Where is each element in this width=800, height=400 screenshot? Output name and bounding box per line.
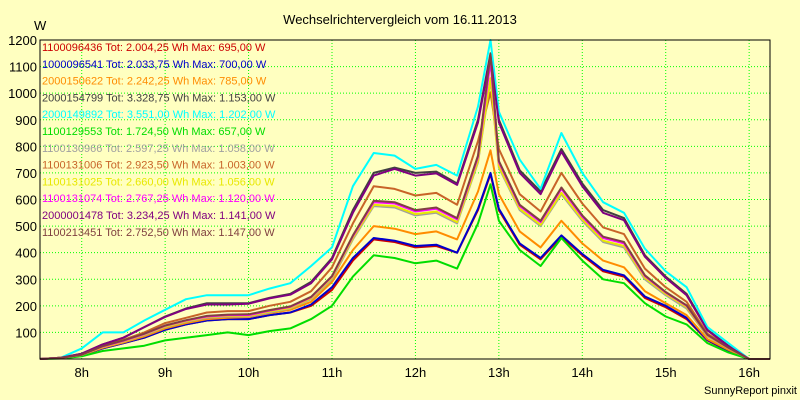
y-tick-label: 300 bbox=[15, 272, 37, 287]
legend-entry-8: 1100131006 Tot: 2.923,50 Wh Max: 1.003,0… bbox=[42, 160, 275, 172]
legend-entry-7: 1100130966 Tot: 2.597,25 Wh Max: 1.058,0… bbox=[42, 143, 275, 155]
y-tick-label: 100 bbox=[15, 325, 37, 340]
series-line-2 bbox=[39, 171, 770, 360]
x-tick-label: 14h bbox=[571, 365, 593, 380]
series-line-6 bbox=[39, 183, 770, 360]
legend-entry-1: 1100096436 Tot: 2.004,25 Wh Max: 695,00 … bbox=[42, 42, 266, 54]
series-line-11 bbox=[39, 54, 770, 360]
x-tick-label: 10h bbox=[238, 365, 260, 380]
legend: 1100096436 Tot: 2.004,25 Wh Max: 695,00 … bbox=[42, 42, 276, 239]
y-tick-label: 600 bbox=[15, 193, 37, 208]
y-tick-label: 800 bbox=[15, 139, 37, 154]
series-line-12 bbox=[39, 53, 770, 360]
series-line-5 bbox=[39, 39, 770, 360]
y-tick-label: 400 bbox=[15, 246, 37, 261]
grid bbox=[40, 39, 770, 359]
chart-title: Wechselrichtervergleich vom 16.11.2013 bbox=[283, 12, 517, 27]
legend-entry-4: 2000154799 Tot: 3.328,75 Wh Max: 1.153,0… bbox=[42, 92, 276, 104]
y-tick-label: 700 bbox=[15, 166, 37, 181]
y-tick-label: 1000 bbox=[8, 86, 37, 101]
legend-entry-10: 1100131074 Tot: 2.767,25 Wh Max: 1.120,0… bbox=[42, 193, 275, 205]
legend-entry-11: 2000001478 Tot: 3.234,25 Wh Max: 1.141,0… bbox=[42, 210, 276, 222]
y-tick-label: 200 bbox=[15, 299, 37, 314]
y-tick-label: 900 bbox=[15, 113, 37, 128]
x-tick-label: 13h bbox=[488, 365, 510, 380]
x-tick-label: 11h bbox=[322, 365, 343, 380]
x-tick-label: 8h bbox=[74, 365, 88, 380]
legend-entry-5: 2000149892 Tot: 3.551,00 Wh Max: 1.202,0… bbox=[42, 109, 276, 121]
x-tick-label: 16h bbox=[738, 365, 760, 380]
footer-credit: SunnyReport pinxit bbox=[704, 385, 797, 397]
legend-entry-3: 2000150622 Tot: 2.242,25 Wh Max: 785,00 … bbox=[42, 76, 267, 88]
y-tick-label: 500 bbox=[15, 219, 37, 234]
y-axis-ticks: 100 200 300 400 500 600 700 800 900 1000 1100 1200 bbox=[8, 33, 37, 340]
x-axis-ticks: 8h 9h 10h 11h 12h 13h 14h 15h 16h bbox=[74, 365, 760, 380]
y-tick-label: 1200 bbox=[8, 33, 37, 48]
x-tick-label: 15h bbox=[655, 365, 677, 380]
legend-entry-6: 1100129553 Tot: 1.724,50 Wh Max: 657,00 … bbox=[42, 126, 266, 138]
y-axis-unit-label: W bbox=[34, 18, 47, 33]
legend-entry-12: 1100213451 Tot: 2.752,50 Wh Max: 1.147,0… bbox=[42, 227, 275, 239]
series-lines bbox=[39, 39, 770, 360]
legend-entry-9: 1100131025 Tot: 2.660,00 Wh Max: 1.056,0… bbox=[42, 176, 275, 188]
series-line-8 bbox=[39, 91, 770, 360]
series-line-3 bbox=[39, 149, 770, 360]
x-tick-label: 9h bbox=[158, 365, 172, 380]
plot-frame bbox=[39, 39, 771, 360]
x-tick-label: 12h bbox=[405, 365, 427, 380]
y-tick-label: 1100 bbox=[9, 60, 37, 75]
legend-entry-2: 1000096541 Tot: 2.033,75 Wh Max: 700,00 … bbox=[42, 59, 267, 71]
